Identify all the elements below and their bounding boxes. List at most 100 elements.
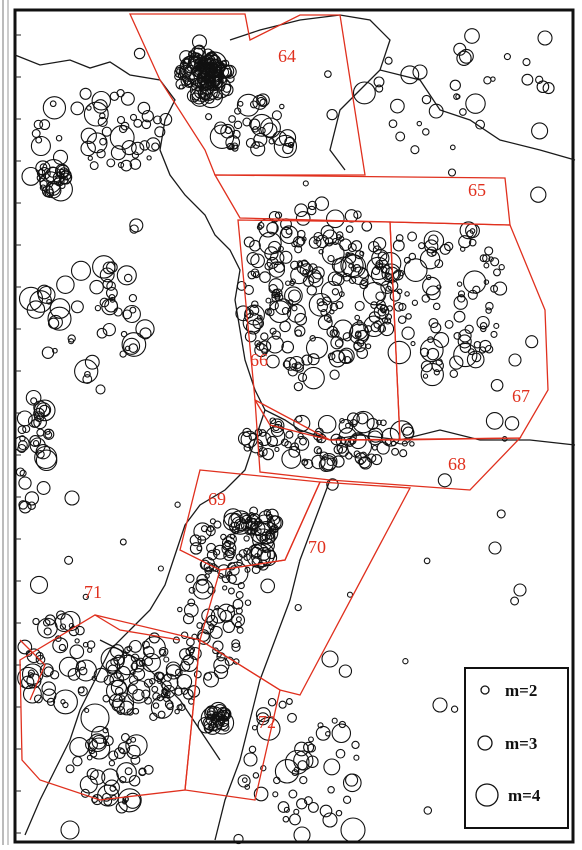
earthquake-circle: [288, 789, 298, 799]
earthquake-circle: [289, 280, 295, 287]
earthquake-circle: [319, 804, 333, 818]
earthquake-circle: [88, 737, 111, 760]
earthquake-circle: [213, 664, 229, 679]
earthquake-circle: [222, 620, 236, 634]
earthquake-circle: [126, 744, 141, 760]
earthquake-circle: [389, 290, 401, 302]
earthquake-circle: [141, 119, 152, 130]
earthquake-circle: [188, 647, 202, 660]
earthquake-circle: [106, 158, 116, 168]
earthquake-circle: [191, 633, 198, 640]
earthquake-circle: [93, 99, 108, 114]
earthquake-circle: [348, 323, 370, 345]
earthquake-circle: [82, 593, 89, 601]
earthquake-circle: [113, 654, 125, 666]
earthquake-circle: [37, 285, 56, 304]
earthquake-circle: [260, 538, 275, 553]
earthquake-circle: [67, 668, 81, 681]
earthquake-circle: [85, 738, 98, 752]
earthquake-circle: [212, 544, 228, 560]
earthquake-circle: [467, 348, 475, 356]
earthquake-circle: [205, 113, 213, 121]
earthquake-circle: [401, 326, 415, 340]
earthquake-circle: [294, 361, 302, 369]
earthquake-circle: [121, 332, 147, 357]
earthquake-circle: [243, 535, 250, 542]
earthquake-circle: [449, 369, 459, 378]
earthquake-circle: [353, 341, 362, 351]
earthquake-circle: [283, 357, 298, 371]
earthquake-circle: [36, 284, 52, 300]
earthquake-circle: [120, 91, 135, 106]
earthquake-circle: [119, 700, 134, 716]
earthquake-circle: [182, 613, 195, 625]
earthquake-circle: [256, 224, 263, 231]
earthquake-circle: [60, 610, 81, 632]
earthquake-circle: [109, 91, 120, 101]
earthquake-circle: [531, 122, 549, 140]
earthquake-circle: [224, 126, 233, 135]
earthquake-circle: [144, 696, 152, 705]
earthquake-circle: [253, 132, 268, 147]
earthquake-circle: [70, 260, 92, 281]
earthquake-circle: [282, 815, 290, 823]
earthquake-circle: [384, 56, 393, 65]
earthquake-circle: [70, 300, 84, 314]
earthquake-circle: [300, 259, 309, 267]
earthquake-circle: [84, 354, 100, 370]
earthquake-circle: [86, 132, 108, 154]
earthquake-circle: [49, 670, 60, 680]
earthquake-circle: [425, 285, 441, 301]
earthquake-circle: [124, 767, 133, 776]
earthquake-circle: [44, 430, 53, 439]
earthquake-circle: [244, 304, 265, 326]
earthquake-circle: [303, 741, 315, 753]
earthquake-circle: [371, 444, 378, 451]
earthquake-circle: [493, 281, 508, 296]
earthquake-circle: [428, 234, 439, 245]
earthquake-circle: [269, 417, 277, 425]
earthquake-circle: [391, 447, 400, 456]
earthquake-circle: [350, 266, 370, 286]
earthquake-circle: [143, 678, 153, 688]
earthquake-circle: [225, 561, 249, 585]
earthquake-circle: [165, 664, 182, 680]
earthquake-circle: [466, 350, 485, 369]
earthquake-circle: [272, 791, 279, 798]
earthquake-circle: [490, 330, 498, 338]
earthquake-circle: [120, 159, 133, 172]
earthquake-circle: [80, 140, 96, 157]
earthquake-circle: [141, 652, 161, 673]
earthquake-circle: [335, 234, 342, 241]
earthquake-circle: [89, 769, 106, 785]
earthquake-circle: [80, 127, 97, 144]
earthquake-circle: [206, 710, 215, 719]
earthquake-circle: [43, 189, 51, 198]
earthquake-circle: [64, 490, 80, 506]
earthquake-circle: [471, 352, 482, 363]
earthquake-circle: [262, 122, 278, 138]
earthquake-circle: [128, 774, 141, 787]
earthquake-circle: [228, 115, 236, 123]
earthquake-circle: [17, 443, 27, 454]
earthquake-circle: [273, 261, 286, 273]
earthquake-circle: [72, 756, 83, 767]
earthquake-circle: [287, 141, 295, 149]
earthquake-circle: [86, 754, 93, 761]
earthquake-circle: [116, 115, 126, 125]
earthquake-circle: [128, 343, 139, 353]
earthquake-circle: [311, 266, 325, 280]
earthquake-circle: [282, 142, 294, 155]
earthquake-circle: [124, 792, 141, 809]
earthquake-circle: [82, 374, 93, 385]
earthquake-circle: [129, 224, 139, 234]
earthquake-circle: [277, 801, 290, 813]
earthquake-circle: [309, 335, 316, 342]
earthquake-circle: [420, 360, 433, 373]
earthquake-circle: [271, 293, 281, 303]
earthquake-circle: [468, 238, 477, 247]
earthquake-circle: [94, 304, 102, 312]
earthquake-circle: [59, 175, 69, 185]
earthquake-circle: [457, 334, 472, 349]
